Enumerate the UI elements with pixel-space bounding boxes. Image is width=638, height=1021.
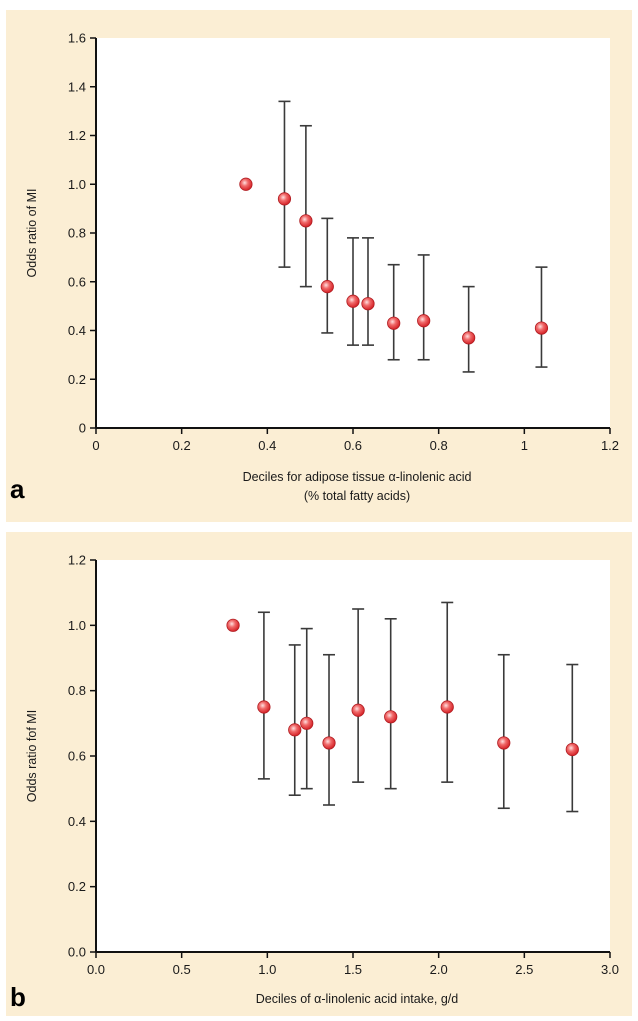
error-bar: [257, 611, 270, 780]
error-bar: [278, 100, 291, 268]
x-tick-label: 1.2: [601, 438, 619, 453]
data-point: [299, 214, 313, 228]
x-tick-label: 0.8: [430, 438, 448, 453]
x-tick-label: 0.4: [258, 438, 276, 453]
panel-b: 0.0 0.2 0.4 0.6 0.8 1.0 1.2 0.0 0.5 1.0 1.5 2.0 2.5 3…: [6, 532, 632, 1016]
data-point: [497, 736, 511, 750]
plot-area: [96, 38, 610, 428]
error-bar: [441, 601, 454, 783]
panel-label-b: b: [10, 982, 26, 1012]
chart-b-svg: 0.0 0.2 0.4 0.6 0.8 1.0 1.2 0.0 0.5 1.0 1.5 2.0 2.5 3…: [25, 553, 619, 1007]
error-bar: [417, 254, 430, 361]
data-point: [320, 280, 334, 294]
error-bar: [384, 618, 397, 790]
y-tick-label: 1.2: [68, 128, 86, 143]
error-bar: [462, 285, 475, 373]
error-bar: [497, 653, 510, 810]
error-bar: [288, 644, 301, 797]
x-tick-label: 0.0: [87, 962, 105, 977]
y-axis-label: Odds ratio of MI: [25, 189, 39, 278]
error-bar: [387, 263, 400, 361]
x-tick-label: 1.5: [344, 962, 362, 977]
data-point: [226, 618, 240, 632]
data-point: [361, 297, 375, 311]
error-bar: [347, 237, 359, 346]
y-tick-label: 0.4: [68, 814, 86, 829]
x-tick-label: 1: [521, 438, 528, 453]
data-point: [440, 700, 454, 714]
plot-area: [96, 560, 610, 952]
data-point: [387, 316, 401, 330]
chart-a-svg: 0 0.2 0.4 0.6 0.8 1.0 1.2 1.4 1.6 0 0.2 0.4 0.6 0.8 1 1…: [25, 31, 619, 504]
y-tick-label: 1.0: [68, 177, 86, 192]
error-bar: [300, 627, 313, 790]
data-point: [351, 703, 365, 717]
x-tick-label: 3.0: [601, 962, 619, 977]
y-tick-label: 0.2: [68, 372, 86, 387]
y-tick-label: 0.8: [68, 226, 86, 241]
error-bar: [299, 124, 312, 288]
x-tick-label: 0.6: [344, 438, 362, 453]
data-point: [288, 723, 302, 737]
data-point: [384, 710, 398, 724]
y-tick-label: 0.0: [68, 945, 86, 960]
error-bar: [361, 237, 374, 346]
y-tick-label: 0.8: [68, 683, 86, 698]
panel-a: 0 0.2 0.4 0.6 0.8 1.0 1.2 1.4 1.6 0 0.2 0.4 0.6 0.8 1 1…: [6, 10, 632, 522]
y-tick-label: 0.4: [68, 323, 86, 338]
data-point: [462, 331, 476, 345]
x-tick-label: 2.0: [430, 962, 448, 977]
data-point: [322, 736, 336, 750]
x-tick-label: 0.2: [173, 438, 191, 453]
data-point: [257, 700, 271, 714]
panel-label-a: a: [10, 474, 25, 504]
y-tick-label: 1.0: [68, 618, 86, 633]
data-point: [277, 192, 292, 206]
data-point: [565, 742, 579, 757]
y-tick-label: 0.6: [68, 749, 86, 764]
error-bar: [352, 608, 365, 783]
y-tick-label: 1.4: [68, 79, 86, 94]
x-axis-label: Deciles for adipose tissue α-linolenic a…: [243, 470, 472, 484]
y-tick-label: 1.6: [68, 31, 86, 46]
x-tick-label: 1.0: [258, 962, 276, 977]
y-tick-label: 0: [79, 421, 86, 436]
data-point: [346, 294, 360, 308]
data-point: [534, 321, 549, 335]
error-bar: [566, 663, 579, 813]
y-tick-label: 0.6: [68, 274, 86, 289]
data-point: [239, 177, 253, 191]
y-axis-label: Odds ratio fof MI: [25, 710, 39, 802]
x-axis-label: Deciles of α-linolenic acid intake, g/d: [256, 992, 459, 1006]
x-tick-label: 2.5: [515, 962, 533, 977]
data-point: [417, 314, 431, 328]
error-bar: [535, 266, 548, 368]
x-tick-label: 0: [92, 438, 99, 453]
y-tick-label: 1.2: [68, 553, 86, 568]
error-bar: [323, 653, 336, 806]
x-tick-label: 0.5: [173, 962, 191, 977]
x-axis-label-line2: (% total fatty acids): [304, 489, 410, 503]
data-point: [300, 716, 314, 730]
y-tick-label: 0.2: [68, 879, 86, 894]
error-bar: [321, 217, 334, 334]
